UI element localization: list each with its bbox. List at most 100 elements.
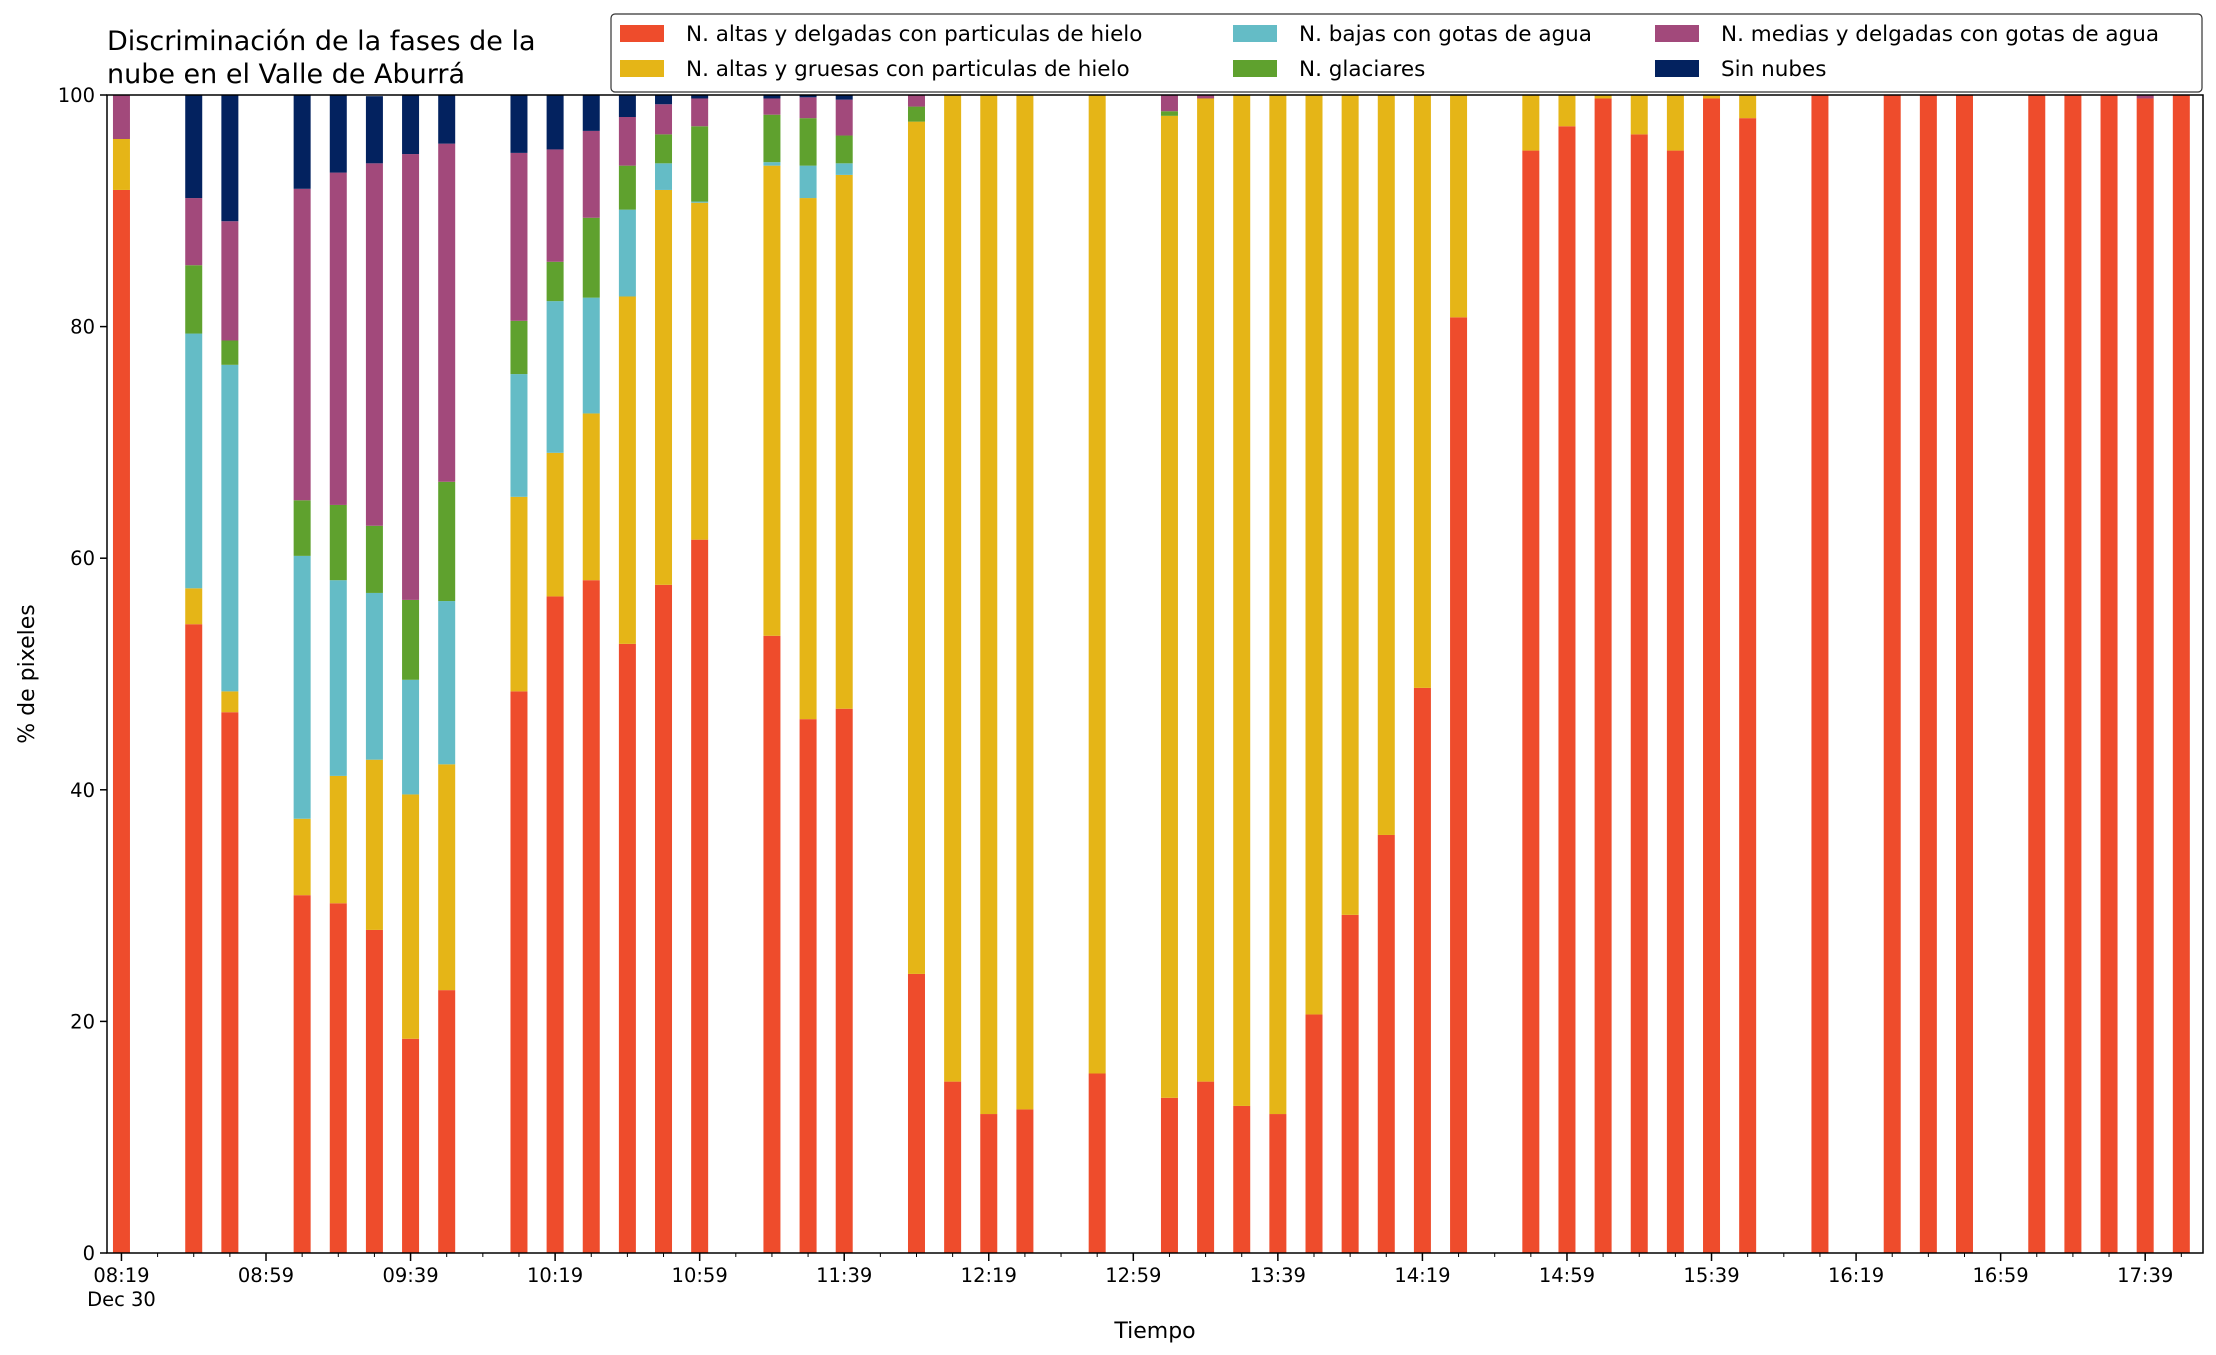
bar-segment-s0-17:19 [2064, 95, 2082, 1253]
bar-segment-s3-10:29 [582, 217, 600, 298]
bar-segment-s0-12:49 [1088, 1073, 1106, 1253]
bar-segment-s0-09:09 [293, 895, 311, 1253]
bar-segment-s4-11:19 [763, 98, 781, 115]
bar-segment-s0-09:49 [438, 990, 456, 1253]
bar-segment-s0-14:59 [1558, 126, 1576, 1253]
bar-segment-s3-08:39 [185, 265, 203, 334]
bar-segment-s1-15:39 [1703, 95, 1721, 99]
bar-segment-s4-10:29 [582, 130, 600, 218]
bar-segment-s4-10:39 [618, 117, 636, 166]
bar-segment-s5-11:39 [835, 95, 853, 100]
y-tick-label: 100 [58, 84, 95, 107]
bar-segment-s1-08:39 [185, 588, 203, 625]
bar-segment-s1-11:29 [799, 198, 817, 720]
legend-item-5[interactable]: Sin nubes [1655, 57, 1826, 82]
bar-segment-s0-11:29 [799, 719, 817, 1253]
x-axis-label: Tiempo [1113, 1319, 1195, 1344]
legend-swatch [620, 25, 664, 42]
legend-item-1[interactable]: N. altas y gruesas con particulas de hie… [620, 57, 1130, 82]
bar-segment-s0-16:39 [1919, 95, 1937, 1253]
legend-item-2[interactable]: N. bajas con gotas de agua [1233, 22, 1592, 47]
bar-segment-s5-10:39 [618, 95, 636, 117]
bar-segment-s4-08:49 [221, 221, 239, 341]
bar-segment-s1-15:49 [1739, 95, 1757, 119]
bar-segment-s1-14:59 [1558, 95, 1576, 127]
bar-segment-s1-09:49 [438, 764, 456, 991]
bar-segment-s0-10:49 [655, 584, 673, 1253]
bar-segment-s1-12:09 [944, 95, 962, 1082]
x-tick-label: 14:19 [1394, 1264, 1450, 1287]
legend-label: Sin nubes [1721, 57, 1826, 82]
bar-segment-s4-11:29 [799, 97, 817, 119]
plot-frame [106, 94, 2204, 1254]
legend-item-4[interactable]: N. medias y delgadas con gotas de agua [1655, 22, 2159, 47]
x-tick-label: 08:19 [93, 1264, 149, 1287]
bar-segment-s0-09:39 [402, 1038, 420, 1253]
legend-swatch [1233, 25, 1277, 42]
legend-box [610, 13, 2203, 93]
bar-segment-s0-08:49 [221, 712, 239, 1253]
bar-segment-s2-10:09 [510, 374, 528, 497]
bar-segment-s1-12:29 [1016, 95, 1034, 1110]
bar-segment-s3-10:39 [618, 165, 636, 210]
legend-item-3[interactable]: N. glaciares [1233, 57, 1425, 82]
bar-segment-s0-14:19 [1413, 687, 1431, 1253]
bar-segment-s0-17:29 [2100, 95, 2118, 1253]
bar-segment-s1-10:19 [546, 452, 564, 597]
legend-item-0[interactable]: N. altas y delgadas con particulas de hi… [620, 22, 1142, 47]
bar-segment-s5-08:39 [185, 95, 203, 199]
bar-segment-s5-09:29 [365, 96, 383, 164]
bar-segment-s3-09:29 [365, 525, 383, 593]
bar-segment-s4-09:39 [402, 154, 420, 600]
bar-segment-s2-09:19 [329, 580, 347, 776]
bar-segment-s0-10:59 [691, 539, 709, 1253]
bar-segment-s0-08:19 [112, 189, 130, 1254]
bar-segment-s2-09:49 [438, 601, 456, 765]
legend[interactable]: N. altas y delgadas con particulas de hi… [610, 13, 2203, 93]
bar-segment-s0-11:19 [763, 635, 781, 1253]
bar-segment-s0-17:49 [2172, 95, 2190, 1253]
bar-segment-s5-09:49 [438, 95, 456, 144]
bar-segment-s0-13:59 [1341, 914, 1359, 1253]
bar-segment-s3-11:59 [907, 106, 925, 122]
bar-segment-s1-13:49 [1305, 95, 1323, 1015]
bar-segment-s0-10:09 [510, 691, 528, 1253]
bar-segment-s3-10:19 [546, 261, 564, 302]
bar-segment-s5-10:49 [655, 95, 673, 105]
bar-segment-s0-15:19 [1630, 134, 1648, 1253]
bar-segment-s1-08:19 [112, 139, 130, 190]
bar-segment-s0-15:09 [1594, 98, 1612, 1254]
bar-segment-s0-09:29 [365, 929, 383, 1253]
bar-segment-s5-10:29 [582, 95, 600, 131]
bar-segment-s0-16:29 [1883, 95, 1901, 1253]
legend-label: N. bajas con gotas de agua [1299, 22, 1592, 47]
x-tick-label: 08:59 [238, 1264, 294, 1287]
bar-segment-s2-11:19 [763, 162, 781, 166]
bar-segment-s5-09:19 [329, 95, 347, 173]
bar-segment-s2-08:49 [221, 364, 239, 692]
x-tick-label: 09:39 [382, 1264, 438, 1287]
bar-segment-s0-17:09 [2028, 95, 2046, 1253]
bar-segment-s3-10:09 [510, 320, 528, 375]
bar-segment-s3-10:49 [655, 134, 673, 164]
y-tick-label: 60 [70, 547, 95, 570]
x-tick-label: 10:59 [672, 1264, 728, 1287]
bar-segment-s1-15:29 [1666, 95, 1684, 151]
bar-segment-s1-14:29 [1450, 95, 1468, 318]
bar-segment-s1-08:49 [221, 691, 239, 713]
bar-segment-s1-12:49 [1088, 95, 1106, 1074]
bar-segment-s0-15:39 [1703, 98, 1721, 1254]
bar-segment-s1-10:39 [618, 296, 636, 644]
bar-segment-s0-08:39 [185, 624, 203, 1253]
bar-segment-s1-10:59 [691, 202, 709, 540]
bar-segment-s1-15:19 [1630, 95, 1648, 135]
bar-segment-s4-09:49 [438, 143, 456, 482]
bar-segment-s4-13:19 [1197, 95, 1215, 99]
y-axis: 0 20 40 60 80 100 [58, 84, 107, 1265]
bar-segment-s1-14:09 [1377, 95, 1395, 835]
x-tick-label: 11:39 [816, 1264, 872, 1287]
bar-segment-s0-14:29 [1450, 317, 1468, 1254]
legend-label: N. altas y delgadas con particulas de hi… [686, 22, 1142, 47]
bar-segment-s4-09:29 [365, 163, 383, 526]
